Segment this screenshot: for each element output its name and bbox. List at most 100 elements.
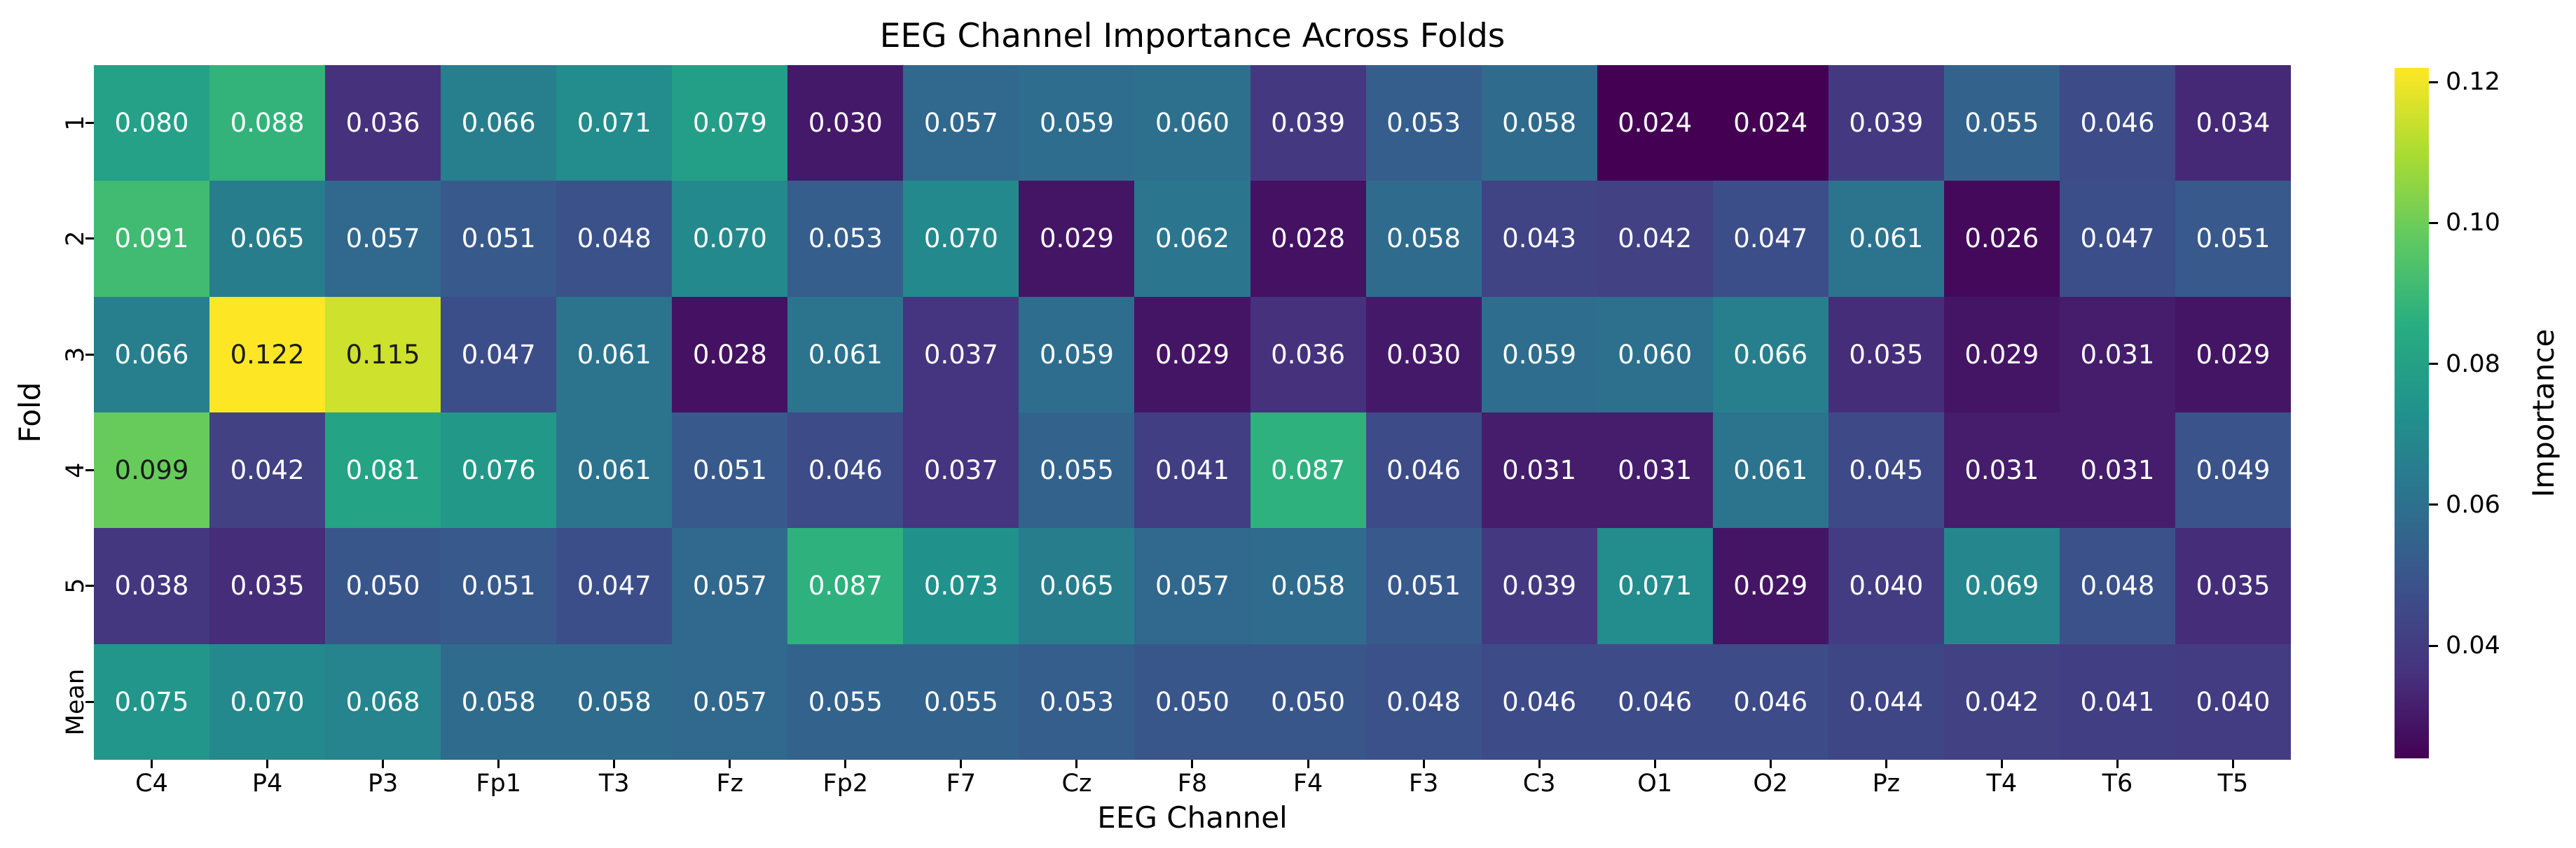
y-tick-mark — [85, 122, 94, 125]
x-tick-mark — [497, 760, 500, 768]
heatmap-cell-3-T6: 0.031 — [2059, 296, 2175, 412]
y-tick-mark — [85, 353, 94, 356]
heatmap-cell-2-F7: 0.070 — [903, 181, 1019, 297]
heatmap-cell-4-Pz: 0.045 — [1828, 412, 1944, 529]
heatmap-cell-4-Fp1: 0.076 — [441, 412, 557, 529]
heatmap-cell-4-Fp2: 0.046 — [787, 412, 904, 529]
heatmap-cell-Mean-F3: 0.048 — [1365, 644, 1482, 760]
heatmap-cell-3-O2: 0.066 — [1712, 296, 1828, 412]
heatmap-cell-2-F4: 0.028 — [1250, 181, 1366, 297]
heatmap-cell-Mean-Pz: 0.044 — [1828, 644, 1944, 760]
x-tick-mark — [960, 760, 963, 768]
heatmap-cell-4-P4: 0.042 — [209, 412, 326, 529]
heatmap-cell-2-T6: 0.047 — [2059, 181, 2175, 297]
heatmap-cell-5-T3: 0.047 — [556, 528, 673, 644]
x-tick-mark — [266, 760, 269, 768]
heatmap-cell-2-F3: 0.058 — [1365, 181, 1482, 297]
heatmap-cell-2-C4: 0.091 — [94, 181, 210, 297]
x-tick-label-C4: C4 — [135, 770, 168, 798]
x-tick-label-Pz: Pz — [1872, 770, 1901, 798]
heatmap-cell-4-F4: 0.087 — [1250, 412, 1366, 529]
heatmap-cell-Mean-Fz: 0.057 — [672, 644, 788, 760]
heatmap-cell-3-Fp2: 0.061 — [787, 296, 904, 412]
x-axis-tick-marks — [94, 760, 2291, 768]
x-tick-label-T5: T5 — [2217, 770, 2249, 798]
heatmap-cell-2-T3: 0.048 — [556, 181, 673, 297]
x-tick-mark — [1769, 760, 1772, 768]
x-tick-label-Fp1: Fp1 — [476, 770, 521, 798]
heatmap-cell-5-F8: 0.057 — [1134, 528, 1251, 644]
x-tick-label-F8: F8 — [1177, 770, 1208, 798]
x-tick-label-F3: F3 — [1408, 770, 1439, 798]
heatmap-cell-2-T5: 0.051 — [2175, 181, 2291, 297]
heatmap-cell-1-P3: 0.036 — [325, 65, 441, 181]
y-axis-tick-marks — [85, 65, 94, 760]
heatmap-cell-1-T6: 0.046 — [2059, 65, 2175, 181]
heatmap-cell-4-C3: 0.031 — [1481, 412, 1597, 529]
heatmap-cell-3-T3: 0.061 — [556, 296, 673, 412]
colorbar-tick-mark — [2429, 221, 2438, 224]
y-tick-label-3: 3 — [61, 347, 90, 363]
y-tick-label-Mean: Mean — [61, 668, 90, 736]
y-axis-label: Fold — [12, 382, 47, 443]
heatmap-cell-3-T5: 0.029 — [2175, 296, 2291, 412]
heatmap-cell-Mean-F8: 0.050 — [1134, 644, 1251, 760]
heatmap-cell-3-F8: 0.029 — [1134, 296, 1251, 412]
heatmap-cell-Mean-T5: 0.040 — [2175, 644, 2291, 760]
heatmap-cell-Mean-F7: 0.055 — [903, 644, 1019, 760]
x-tick-label-O1: O1 — [1637, 770, 1673, 798]
heatmap-cell-2-Pz: 0.061 — [1828, 181, 1944, 297]
heatmap-cell-1-Fp2: 0.030 — [787, 65, 904, 181]
heatmap-cell-4-O2: 0.061 — [1712, 412, 1828, 529]
heatmap-grid: 0.080 0.088 0.036 0.066 0.071 0.079 0.030 0.057… — [94, 65, 2291, 760]
heatmap-cell-4-F3: 0.046 — [1365, 412, 1482, 529]
x-tick-mark — [613, 760, 616, 768]
x-tick-mark — [1422, 760, 1425, 768]
heatmap-cell-2-C3: 0.043 — [1481, 181, 1597, 297]
y-tick-mark — [85, 469, 94, 472]
heatmap-cell-Mean-P3: 0.068 — [325, 644, 441, 760]
heatmap-cell-1-Cz: 0.059 — [1019, 65, 1135, 181]
x-tick-label-O2: O2 — [1753, 770, 1789, 798]
x-tick-mark — [729, 760, 731, 768]
colorbar-tick-label-0.08: 0.08 — [2446, 349, 2500, 378]
heatmap-cell-3-F3: 0.030 — [1365, 296, 1482, 412]
heatmap-cell-Mean-Fp2: 0.055 — [787, 644, 904, 760]
colorbar-tick-label-0.12: 0.12 — [2446, 68, 2500, 97]
heatmap-cell-4-F7: 0.037 — [903, 412, 1019, 529]
heatmap-cell-Mean-T6: 0.041 — [2059, 644, 2175, 760]
heatmap-cell-5-Fp2: 0.087 — [787, 528, 904, 644]
heatmap-cell-1-F7: 0.057 — [903, 65, 1019, 181]
x-tick-mark — [382, 760, 385, 768]
heatmap-cell-5-F7: 0.073 — [903, 528, 1019, 644]
heatmap-cell-1-Fp1: 0.066 — [441, 65, 557, 181]
heatmap-cell-2-P3: 0.057 — [325, 181, 441, 297]
heatmap-cell-Mean-P4: 0.070 — [209, 644, 326, 760]
x-tick-mark — [1307, 760, 1309, 768]
heatmap-cell-4-T4: 0.031 — [1943, 412, 2060, 529]
heatmap-cell-1-T4: 0.055 — [1943, 65, 2060, 181]
heatmap-cell-4-T3: 0.061 — [556, 412, 673, 529]
heatmap-cell-2-F8: 0.062 — [1134, 181, 1251, 297]
y-tick-label-1: 1 — [61, 115, 90, 131]
x-tick-label-P3: P3 — [367, 770, 399, 798]
heatmap-cell-1-T3: 0.071 — [556, 65, 673, 181]
heatmap-cell-1-O2: 0.024 — [1712, 65, 1828, 181]
x-tick-label-C3: C3 — [1522, 770, 1556, 798]
x-tick-mark — [1653, 760, 1656, 768]
heatmap-cell-Mean-C4: 0.075 — [94, 644, 210, 760]
heatmap-cell-4-C4: 0.099 — [94, 412, 210, 529]
x-tick-label-F7: F7 — [946, 770, 977, 798]
heatmap-cell-3-Fp1: 0.047 — [441, 296, 557, 412]
colorbar-tick-mark — [2429, 81, 2438, 83]
heatmap-cell-5-F4: 0.058 — [1250, 528, 1366, 644]
x-tick-mark — [844, 760, 847, 768]
heatmap-cell-1-F8: 0.060 — [1134, 65, 1251, 181]
heatmap-cell-4-T6: 0.031 — [2059, 412, 2175, 529]
colorbar-tick-mark — [2429, 363, 2438, 366]
x-tick-label-Cz: Cz — [1061, 770, 1092, 798]
heatmap-cell-2-Fp2: 0.053 — [787, 181, 904, 297]
heatmap-cell-1-P4: 0.088 — [209, 65, 326, 181]
heatmap-cell-3-O1: 0.060 — [1597, 296, 1713, 412]
heatmap-cell-3-F4: 0.036 — [1250, 296, 1366, 412]
